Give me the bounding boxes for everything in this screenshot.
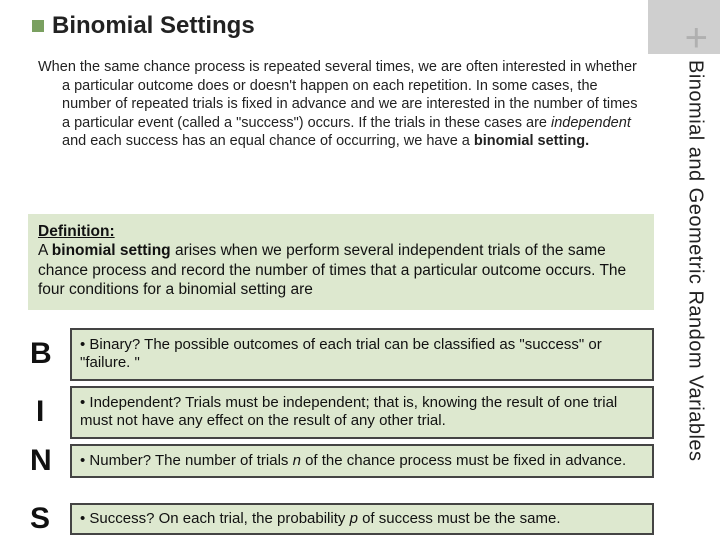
desc-b: • Binary? The possible outcomes of each … — [70, 328, 654, 381]
row-b: B • Binary? The possible outcomes of eac… — [28, 328, 654, 381]
desc-s: • Success? On each trial, the probabilit… — [70, 503, 654, 535]
bullet-icon — [32, 20, 44, 32]
desc-i: • Independent? Trials must be independen… — [70, 386, 654, 439]
heading-part2: Settings — [153, 12, 254, 39]
side-title: Binomial and Geometric Random Variables — [678, 60, 712, 520]
row-s: S • Success? On each trial, the probabil… — [28, 502, 654, 536]
letter-b: B — [28, 337, 70, 371]
definition-box: Definition: A binomial setting arises wh… — [28, 214, 654, 310]
definition-title: Definition: — [38, 223, 115, 240]
row-i: I • Independent? Trials must be independ… — [28, 386, 654, 439]
letter-n: N — [28, 444, 70, 478]
letter-s: S — [28, 502, 70, 536]
intro-body: When the same chance process is repeated… — [38, 58, 638, 151]
slide: + Binomial and Geometric Random Variable… — [0, 0, 720, 540]
desc-n: • Number? The number of trials n of the … — [70, 444, 654, 478]
letter-i: I — [28, 395, 70, 429]
heading: Binomial Settings — [32, 12, 255, 40]
plus-icon: + — [685, 16, 708, 61]
intro-text: When the same chance process is repeated… — [38, 58, 638, 151]
heading-part1: Binomial — [52, 12, 153, 39]
row-n: N • Number? The number of trials n of th… — [28, 444, 654, 478]
definition-body: A binomial setting arises when we perfor… — [38, 242, 626, 298]
side-title-text: Binomial and Geometric Random Variables — [684, 60, 707, 462]
